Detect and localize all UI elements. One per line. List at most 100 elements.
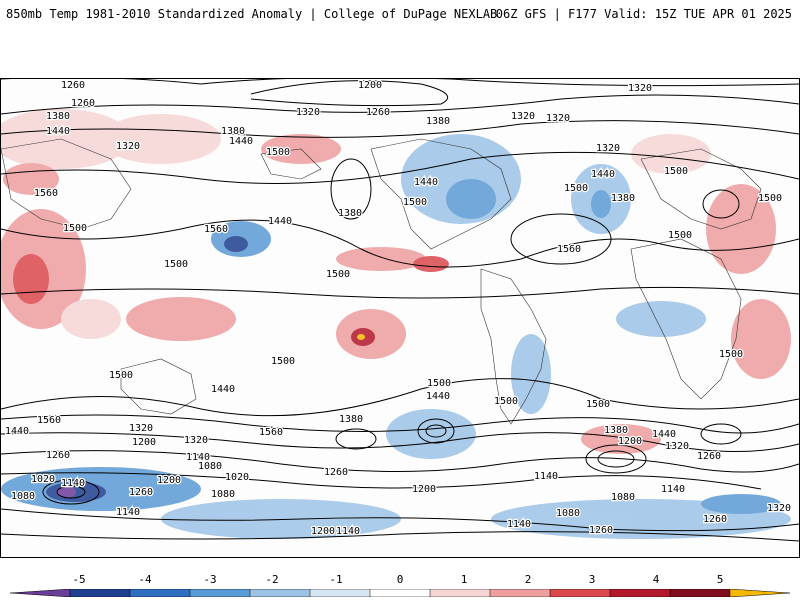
contour-label: 1200	[412, 484, 436, 495]
contour-label: 1020	[225, 472, 249, 483]
contour-label: 1380	[46, 111, 70, 122]
header: 850mb Temp 1981-2010 Standardized Anomal…	[0, 0, 800, 28]
anomaly-map: 1200 1260 1260 1380 1440 1320 1320 1260 …	[0, 78, 800, 558]
colorbar-tick: -1	[329, 573, 343, 586]
colorbar-segments	[10, 589, 790, 597]
contour-label: 1440	[414, 177, 438, 188]
map-title: 850mb Temp 1981-2010 Standardized Anomal…	[6, 7, 498, 21]
contour-label: 1140	[186, 452, 210, 463]
contour-label: 1140	[336, 526, 360, 537]
colorbar-segment	[69, 589, 131, 597]
colorbar-segment	[429, 589, 491, 597]
contour-label: 1080	[556, 508, 580, 519]
contour-label: 1560	[259, 427, 283, 438]
colorbar-tick: 4	[652, 573, 660, 586]
contour-label: 1560	[34, 188, 58, 199]
contour-label: 1500	[564, 183, 588, 194]
model-run-info: 06Z GFS | F177 Valid: 15Z TUE APR 01 202…	[495, 7, 792, 21]
contour-label: 1560	[557, 244, 581, 255]
contour-label: 1140	[507, 519, 531, 530]
contour-label: 1500	[586, 399, 610, 410]
contour-label: 1320	[767, 503, 791, 514]
colorbar-segment	[489, 589, 551, 597]
colorbar-tick: 3	[588, 573, 596, 586]
contour-label: 1260	[71, 98, 95, 109]
contour-label: 1320	[511, 111, 535, 122]
contour-label: 1260	[703, 514, 727, 525]
colorbar-segment	[609, 589, 671, 597]
contour-label: 1200	[311, 526, 335, 537]
contour-label: 1500	[164, 259, 188, 270]
contour-label: 1320	[296, 107, 320, 118]
contour-label: 1200	[618, 436, 642, 447]
colorbar-tick: 5	[716, 573, 724, 586]
colorbar-segment	[309, 589, 371, 597]
contour-label: 1260	[366, 107, 390, 118]
contour-label: 1140	[661, 484, 685, 495]
contour-label: 1560	[204, 224, 228, 235]
contour-label: 1500	[109, 370, 133, 381]
colorbar-tick: 2	[524, 573, 532, 586]
contour-label: 1500	[271, 356, 295, 367]
contour-label: 1140	[534, 471, 558, 482]
colorbar-tick: 0	[396, 573, 404, 586]
contour-label: 1320	[596, 143, 620, 154]
contour-label: 1500	[63, 223, 87, 234]
contour-label: 1200	[358, 80, 382, 91]
contour-label: 1440	[46, 126, 70, 137]
contour-label: 1260	[46, 450, 70, 461]
contour-label: 1080	[611, 492, 635, 503]
contour-label: 1320	[116, 141, 140, 152]
colorbar-tick: 1	[460, 573, 468, 586]
contour-label: 1080	[198, 461, 222, 472]
contour-label: 1260	[589, 525, 613, 536]
colorbar-segment	[129, 589, 191, 597]
contour-label: 1440	[229, 136, 253, 147]
contour-label: 1380	[611, 193, 635, 204]
colorbar-segment	[10, 589, 71, 597]
contour-label: 1440	[5, 426, 29, 437]
contour-label: 1200	[132, 437, 156, 448]
contour-label: 1440	[426, 391, 450, 402]
contour-label: 1320	[546, 113, 570, 124]
colorbar	[10, 589, 790, 597]
contour-label: 1500	[719, 349, 743, 360]
contour-label: 1140	[116, 507, 140, 518]
colorbar-segment	[189, 589, 251, 597]
contour-label: 1500	[664, 166, 688, 177]
contour-label: 1500	[326, 269, 350, 280]
contour-label: 1320	[665, 441, 689, 452]
colorbar-segment	[729, 589, 790, 597]
contour-label: 1500	[266, 147, 290, 158]
contour-label: 1380	[604, 425, 628, 436]
contour-label: 1320	[129, 423, 153, 434]
colorbar-tick: -5	[72, 573, 86, 586]
contour-label: 1560	[37, 415, 61, 426]
colorbar-segment	[369, 589, 431, 597]
contour-label: 1320	[628, 83, 652, 94]
contour-label: 1380	[221, 126, 245, 137]
contour-label: 1260	[324, 467, 348, 478]
contour-label: 1020	[31, 474, 55, 485]
contour-label: 1200	[157, 475, 181, 486]
colorbar-tick: -4	[138, 573, 152, 586]
colorbar-segment	[249, 589, 311, 597]
height-contours	[1, 79, 799, 542]
contour-label: 1080	[11, 491, 35, 502]
contour-label: 1080	[211, 489, 235, 500]
contour-label: 1500	[403, 197, 427, 208]
contour-label-layer: 1200 1260 1260 1380 1440 1320 1320 1260 …	[4, 79, 793, 538]
contour-label: 1440	[652, 429, 676, 440]
contour-label: 1500	[668, 230, 692, 241]
contour-label: 1500	[427, 378, 451, 389]
colorbar-segment	[549, 589, 611, 597]
contour-label: 1320	[184, 435, 208, 446]
contour-label: 1260	[61, 80, 85, 91]
contour-label: 1380	[426, 116, 450, 127]
contour-label: 1440	[211, 384, 235, 395]
contour-label: 1440	[268, 216, 292, 227]
contour-label: 1380	[338, 208, 362, 219]
contour-label: 1140	[61, 478, 85, 489]
colorbar-tick: -2	[265, 573, 279, 586]
contour-label: 1380	[339, 414, 363, 425]
